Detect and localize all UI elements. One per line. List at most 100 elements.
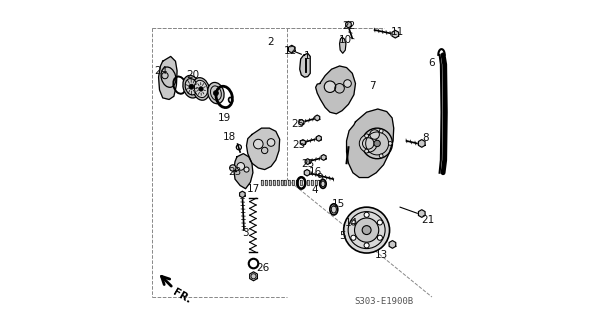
Circle shape <box>244 167 249 172</box>
Circle shape <box>253 139 263 149</box>
Text: 16: 16 <box>308 167 322 177</box>
Polygon shape <box>261 180 264 186</box>
Circle shape <box>379 154 383 158</box>
Ellipse shape <box>207 87 212 94</box>
Polygon shape <box>316 135 322 141</box>
Circle shape <box>365 134 368 138</box>
Polygon shape <box>311 180 313 186</box>
Text: 20: 20 <box>186 70 199 80</box>
Text: 24: 24 <box>155 67 167 76</box>
Polygon shape <box>392 30 399 38</box>
Ellipse shape <box>194 80 208 98</box>
Polygon shape <box>303 180 306 186</box>
Polygon shape <box>300 53 310 77</box>
Ellipse shape <box>185 79 198 95</box>
Polygon shape <box>281 180 283 186</box>
Circle shape <box>362 128 392 159</box>
Circle shape <box>230 165 236 171</box>
Polygon shape <box>266 180 267 186</box>
Text: 1: 1 <box>304 52 311 61</box>
Ellipse shape <box>183 76 200 98</box>
Polygon shape <box>319 180 321 186</box>
Circle shape <box>351 220 356 225</box>
Circle shape <box>364 212 369 217</box>
Polygon shape <box>315 180 317 186</box>
Text: 15: 15 <box>333 199 345 209</box>
Polygon shape <box>250 272 258 281</box>
Ellipse shape <box>330 204 338 215</box>
Polygon shape <box>269 180 271 186</box>
Circle shape <box>354 218 379 242</box>
Polygon shape <box>296 180 298 186</box>
Polygon shape <box>239 191 245 197</box>
Text: 26: 26 <box>256 263 269 273</box>
Text: 10: 10 <box>339 35 352 44</box>
Polygon shape <box>273 180 275 186</box>
Polygon shape <box>300 180 301 186</box>
Polygon shape <box>418 210 425 217</box>
Polygon shape <box>304 170 310 176</box>
Polygon shape <box>284 180 286 186</box>
Circle shape <box>199 87 203 91</box>
Text: 11: 11 <box>391 27 404 37</box>
Text: 18: 18 <box>223 132 236 142</box>
Circle shape <box>370 130 379 139</box>
Text: 25: 25 <box>291 119 304 129</box>
Text: 19: 19 <box>217 113 231 123</box>
Circle shape <box>362 226 371 235</box>
Text: 4: 4 <box>312 185 319 195</box>
Circle shape <box>351 235 356 240</box>
Text: S303-E1900B: S303-E1900B <box>354 297 413 306</box>
Polygon shape <box>299 120 304 125</box>
Polygon shape <box>300 140 305 145</box>
Polygon shape <box>305 159 310 164</box>
Polygon shape <box>276 180 279 186</box>
Text: 6: 6 <box>429 58 435 68</box>
Circle shape <box>343 80 351 87</box>
Text: 3: 3 <box>242 228 249 238</box>
Polygon shape <box>346 21 351 28</box>
Circle shape <box>365 149 368 153</box>
Text: 12: 12 <box>284 46 297 56</box>
Ellipse shape <box>192 78 209 100</box>
Text: 8: 8 <box>422 133 429 143</box>
Polygon shape <box>418 140 425 147</box>
Polygon shape <box>247 128 280 170</box>
Circle shape <box>267 139 275 146</box>
Circle shape <box>189 84 194 89</box>
Text: 25: 25 <box>301 159 315 169</box>
Circle shape <box>213 91 219 96</box>
Text: 17: 17 <box>247 184 260 194</box>
Text: 7: 7 <box>368 81 375 91</box>
Text: 21: 21 <box>421 215 435 225</box>
Polygon shape <box>289 45 295 53</box>
Ellipse shape <box>208 83 224 104</box>
Polygon shape <box>234 154 253 189</box>
Circle shape <box>389 141 392 145</box>
Circle shape <box>343 207 390 253</box>
Polygon shape <box>340 37 346 53</box>
Circle shape <box>359 134 377 152</box>
Text: 14: 14 <box>345 218 358 228</box>
Polygon shape <box>158 56 177 100</box>
Circle shape <box>374 140 381 147</box>
Polygon shape <box>315 115 320 121</box>
Text: 9: 9 <box>317 173 323 183</box>
Polygon shape <box>389 241 396 248</box>
Circle shape <box>364 243 369 248</box>
Circle shape <box>378 220 382 225</box>
Circle shape <box>324 81 336 92</box>
Polygon shape <box>321 155 326 160</box>
Polygon shape <box>315 66 356 114</box>
Text: 22: 22 <box>342 20 355 30</box>
Text: 13: 13 <box>375 250 387 260</box>
Circle shape <box>378 235 382 240</box>
Polygon shape <box>308 180 309 186</box>
Circle shape <box>379 129 383 133</box>
Text: 5: 5 <box>339 231 346 242</box>
Polygon shape <box>288 180 290 186</box>
Text: 25: 25 <box>292 140 306 150</box>
Text: FR.: FR. <box>171 287 193 306</box>
Polygon shape <box>347 109 393 178</box>
Polygon shape <box>292 180 294 186</box>
